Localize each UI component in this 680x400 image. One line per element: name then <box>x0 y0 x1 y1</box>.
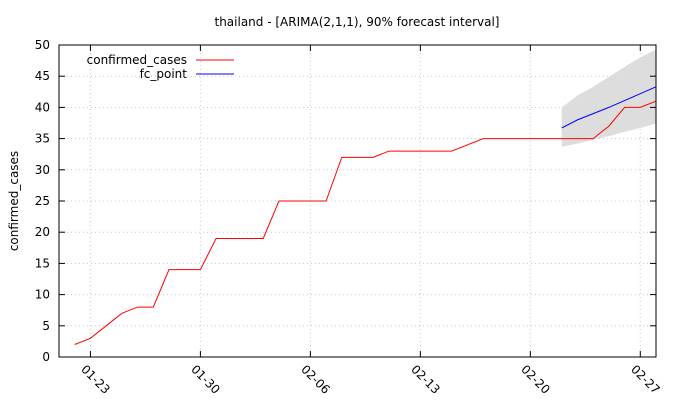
legend-label-fc-point: fc_point <box>140 67 188 81</box>
x-tick-label: 02-20 <box>518 362 553 397</box>
forecast-interval-area <box>561 49 656 147</box>
legend-label-confirmed-cases: confirmed_cases <box>87 53 187 67</box>
x-tick-label: 01-30 <box>188 362 223 397</box>
y-tick-label: 30 <box>35 163 50 177</box>
x-tick-label: 02-13 <box>408 362 443 397</box>
forecast-interval-band <box>561 49 656 147</box>
axis-ticks: 0 5 10 15 20 25 30 35 40 45 50 01-23 01-30 02-06 02-13… <box>35 38 663 397</box>
x-tick-label: 02-27 <box>628 362 663 397</box>
y-tick-label: 25 <box>35 194 50 208</box>
y-tick-label: 35 <box>35 132 50 146</box>
y-tick-label: 20 <box>35 225 50 239</box>
series-lines <box>74 86 657 345</box>
y-tick-label: 0 <box>42 350 50 364</box>
y-tick-label: 5 <box>42 319 50 333</box>
y-tick-label: 40 <box>35 100 50 114</box>
y-tick-label: 15 <box>35 256 50 270</box>
chart-title: thailand - [ARIMA(2,1,1), 90% forecast i… <box>215 15 500 29</box>
y-tick-label: 10 <box>35 288 50 302</box>
y-tick-label: 50 <box>35 38 50 52</box>
y-axis-label: confirmed_cases <box>7 151 21 251</box>
y-tick-label: 45 <box>35 69 50 83</box>
x-tick-label: 01-23 <box>78 362 113 397</box>
grid-lines <box>59 45 656 357</box>
series-line-fc-point <box>561 86 657 129</box>
plot-frame <box>58 44 657 358</box>
series-line-confirmed-cases <box>74 100 657 345</box>
x-tick-label: 02-06 <box>298 362 333 397</box>
